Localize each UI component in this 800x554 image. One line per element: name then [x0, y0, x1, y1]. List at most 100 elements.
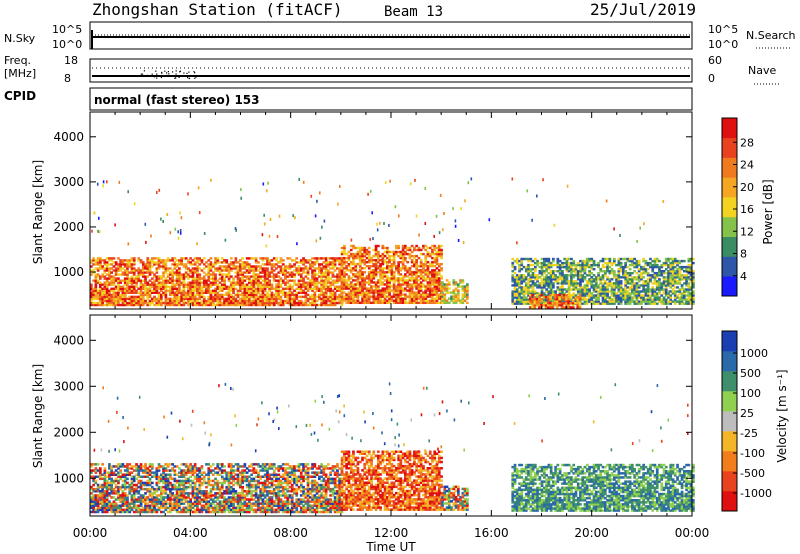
scatter-cell: [592, 268, 596, 271]
scatter-cell: [340, 299, 344, 302]
scatter-cell: [257, 303, 260, 307]
scatter-cell: [220, 285, 224, 288]
scatter-cell: [667, 302, 670, 305]
scatter-cell: [184, 271, 188, 274]
scatter-cell: [349, 293, 353, 296]
scatter-cell: [649, 257, 652, 261]
scatter-cell: [117, 301, 120, 305]
scatter-cell: [613, 259, 616, 263]
scatter-cell: [252, 301, 256, 305]
scatter-cell: [234, 275, 238, 278]
scatter-cell: [590, 257, 594, 261]
scatter-cell: [272, 301, 276, 305]
scatter-cell: [569, 302, 573, 305]
scatter-cell: [404, 246, 407, 250]
scatter-cell: [683, 274, 686, 277]
scatter-cell: [386, 248, 389, 252]
scatter-cell: [678, 302, 682, 305]
scatter-cell: [422, 301, 425, 304]
scatter-cell: [139, 301, 143, 305]
scatter-cell: [123, 263, 127, 266]
scatter-cell: [263, 281, 267, 284]
scatter-cell: [363, 283, 367, 286]
scatter-cell: [304, 259, 308, 262]
scatter-cell: [223, 297, 226, 301]
scatter-cell: [689, 298, 693, 301]
scatter-cell: [687, 265, 691, 269]
scatter-cell: [193, 279, 197, 282]
scatter-cell: [354, 269, 358, 272]
scatter-cell: [92, 477, 95, 481]
scatter-cell: [112, 279, 116, 282]
scatter-cell: [198, 281, 202, 284]
scatter-cell: [173, 261, 177, 264]
scatter-cell: [599, 294, 603, 297]
scatter-cell: [585, 257, 589, 261]
scatter-cell: [615, 300, 618, 303]
scatter-cell: [92, 508, 95, 512]
scatter-cell: [336, 289, 339, 292]
scatter-cell: [651, 268, 655, 271]
scatter-cell: [146, 295, 150, 299]
scatter-cell: [515, 296, 519, 299]
scatter-cell: [126, 283, 129, 286]
scatter-cell: [254, 295, 258, 299]
scatter-cell: [126, 265, 129, 268]
scatter-cell: [527, 288, 530, 291]
scatter-cell: [390, 279, 394, 282]
scatter-cell: [640, 272, 643, 275]
scatter-cell: [626, 298, 630, 301]
scatter-cell: [313, 257, 317, 260]
scatter-cell: [408, 273, 412, 276]
scatter-cell: [207, 291, 211, 294]
scatter-cell: [105, 492, 109, 495]
scatter-cell: [540, 290, 544, 293]
scatter-cell: [164, 265, 168, 268]
scatter-cell: [162, 281, 165, 284]
scatter-cell: [139, 283, 143, 286]
scatter-cell: [635, 302, 639, 305]
scatter-cell: [302, 279, 305, 282]
scatter-cell: [196, 265, 199, 268]
scatter-cell: [153, 281, 156, 284]
scatter-cell: [566, 184, 569, 188]
scatter-cell: [299, 303, 303, 307]
scatter-cell: [211, 277, 215, 280]
scatter-cell: [594, 290, 598, 293]
scatter-cell: [590, 294, 594, 297]
nave-point: [188, 77, 190, 80]
scatter-cell: [565, 268, 569, 271]
scatter-cell: [413, 277, 416, 280]
scatter-cell: [635, 263, 639, 267]
scatter-cell: [118, 180, 121, 184]
scatter-cell: [105, 281, 109, 284]
scatter-cell: [626, 272, 630, 275]
scatter-cell: [220, 257, 224, 260]
scatter-cell: [372, 289, 376, 292]
scatter-cell: [399, 273, 403, 276]
scatter-cell: [401, 246, 405, 250]
scatter-cell: [437, 287, 441, 290]
scatter-cell: [649, 296, 652, 299]
nave-point: [166, 74, 168, 76]
scatter-cell: [313, 281, 317, 284]
scatter-cell: [239, 271, 242, 274]
scatter-cell: [574, 272, 578, 275]
scatter-cell: [178, 267, 181, 270]
scatter-cell: [540, 298, 543, 301]
scatter-cell: [92, 259, 95, 262]
scatter-cell: [189, 271, 192, 274]
scatter-cell: [92, 494, 95, 497]
scatter-cell: [392, 299, 396, 302]
scatter-cell: [370, 301, 373, 304]
scatter-cell: [90, 299, 93, 303]
scatter-cell: [433, 291, 437, 294]
scatter-cell: [554, 263, 557, 267]
scatter-cell: [570, 278, 573, 281]
scatter-cell: [345, 252, 348, 256]
scatter-cell: [374, 265, 378, 268]
scatter-cell: [266, 257, 269, 260]
scatter-cell: [356, 299, 360, 302]
scatter-cell: [588, 282, 591, 285]
scatter-cell: [200, 291, 204, 294]
